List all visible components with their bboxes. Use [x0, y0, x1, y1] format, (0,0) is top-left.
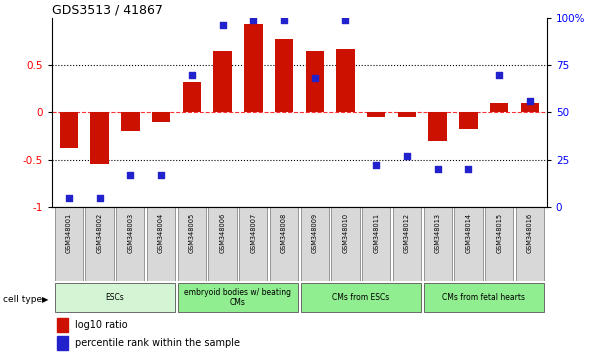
FancyBboxPatch shape — [270, 207, 298, 281]
Point — [156, 172, 166, 178]
Text: GSM348007: GSM348007 — [251, 213, 256, 253]
FancyBboxPatch shape — [55, 207, 83, 281]
Text: GSM348015: GSM348015 — [496, 213, 502, 253]
Text: GSM348014: GSM348014 — [466, 213, 472, 253]
Bar — [428, 113, 447, 141]
FancyBboxPatch shape — [86, 207, 114, 281]
Point — [464, 166, 474, 172]
Point — [310, 75, 320, 81]
Text: embryoid bodies w/ beating
CMs: embryoid bodies w/ beating CMs — [185, 288, 291, 307]
Text: GSM348005: GSM348005 — [189, 213, 195, 253]
Bar — [121, 113, 139, 131]
Text: log10 ratio: log10 ratio — [75, 320, 128, 330]
Point — [402, 153, 412, 159]
Text: GSM348008: GSM348008 — [281, 213, 287, 253]
Point — [279, 17, 289, 22]
FancyBboxPatch shape — [208, 207, 236, 281]
Text: GSM348006: GSM348006 — [219, 213, 225, 253]
FancyBboxPatch shape — [116, 207, 144, 281]
Bar — [336, 49, 355, 113]
FancyBboxPatch shape — [485, 207, 513, 281]
FancyBboxPatch shape — [178, 283, 298, 312]
Bar — [90, 113, 109, 165]
Text: GSM348016: GSM348016 — [527, 213, 533, 253]
Text: percentile rank within the sample: percentile rank within the sample — [75, 338, 240, 348]
FancyBboxPatch shape — [301, 283, 421, 312]
FancyBboxPatch shape — [55, 283, 175, 312]
Point — [125, 172, 135, 178]
Bar — [244, 24, 263, 113]
Bar — [152, 113, 170, 122]
Bar — [521, 103, 539, 113]
Point — [249, 17, 258, 22]
Bar — [183, 82, 201, 113]
Text: GSM348012: GSM348012 — [404, 213, 410, 253]
Point — [494, 72, 504, 78]
Text: CMs from ESCs: CMs from ESCs — [332, 293, 389, 302]
Text: ▶: ▶ — [42, 295, 48, 304]
Bar — [275, 39, 293, 113]
Text: GSM348004: GSM348004 — [158, 213, 164, 253]
Text: GSM348001: GSM348001 — [66, 213, 72, 253]
Bar — [490, 103, 508, 113]
Text: GDS3513 / 41867: GDS3513 / 41867 — [52, 4, 163, 17]
Text: GSM348011: GSM348011 — [373, 213, 379, 253]
Point — [64, 195, 74, 200]
FancyBboxPatch shape — [178, 207, 206, 281]
Text: CMs from fetal hearts: CMs from fetal hearts — [442, 293, 525, 302]
Text: GSM348002: GSM348002 — [97, 213, 103, 253]
Bar — [398, 113, 416, 117]
Point — [525, 98, 535, 104]
FancyBboxPatch shape — [455, 207, 483, 281]
Text: ESCs: ESCs — [106, 293, 124, 302]
Text: GSM348003: GSM348003 — [127, 213, 133, 253]
Point — [433, 166, 442, 172]
Text: cell type: cell type — [3, 295, 42, 304]
FancyBboxPatch shape — [331, 207, 360, 281]
Point — [218, 22, 227, 28]
Bar — [60, 113, 78, 148]
FancyBboxPatch shape — [362, 207, 390, 281]
FancyBboxPatch shape — [147, 207, 175, 281]
Bar — [367, 113, 386, 117]
Bar — [459, 113, 478, 130]
Point — [95, 195, 104, 200]
Text: GSM348013: GSM348013 — [434, 213, 441, 253]
FancyBboxPatch shape — [423, 283, 544, 312]
Point — [187, 72, 197, 78]
FancyBboxPatch shape — [301, 207, 329, 281]
FancyBboxPatch shape — [516, 207, 544, 281]
Text: GSM348009: GSM348009 — [312, 213, 318, 253]
Point — [340, 17, 350, 22]
Bar — [213, 51, 232, 113]
Bar — [57, 318, 68, 332]
Text: GSM348010: GSM348010 — [343, 213, 348, 253]
Bar — [306, 51, 324, 113]
FancyBboxPatch shape — [393, 207, 421, 281]
Bar — [57, 337, 68, 350]
Point — [371, 162, 381, 168]
FancyBboxPatch shape — [239, 207, 268, 281]
FancyBboxPatch shape — [423, 207, 452, 281]
